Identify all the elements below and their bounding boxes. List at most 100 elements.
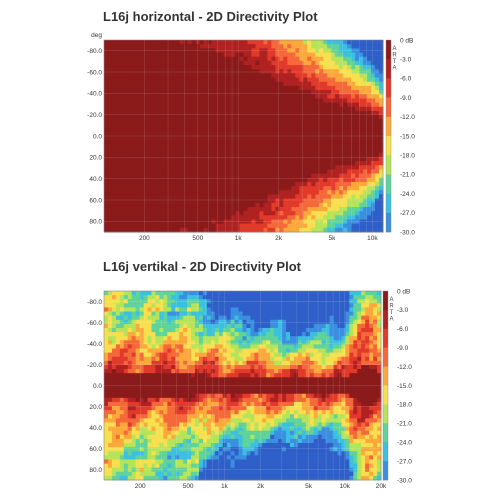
heatmap-cell: [287, 40, 292, 45]
heatmap-cell: [363, 198, 368, 204]
heatmap-cell: [143, 463, 149, 469]
heatmap-cell: [191, 127, 197, 133]
heatmap-cell: [339, 202, 344, 208]
heatmap-cell: [279, 52, 284, 58]
heatmap-cell: [246, 352, 251, 358]
heatmap-cell: [323, 219, 328, 225]
heatmap-cell: [203, 65, 209, 70]
heatmap-cell: [115, 206, 121, 212]
heatmap-cell: [331, 102, 336, 108]
heatmap-cell: [222, 467, 228, 473]
heatmap-cell: [303, 85, 308, 91]
heatmap-cell: [147, 471, 152, 477]
heatmap-cell: [227, 206, 233, 212]
heatmap-cell: [183, 311, 188, 317]
heatmap-cell: [175, 385, 180, 391]
heatmap-cell: [235, 81, 241, 87]
heatmap-cell: [111, 475, 117, 481]
heatmap-cell: [199, 81, 205, 87]
heatmap-cell: [143, 223, 149, 229]
heatmap-cell: [155, 356, 160, 362]
heatmap-cell: [359, 227, 364, 233]
heatmap-cell: [207, 94, 213, 99]
heatmap-cell: [230, 348, 236, 354]
heatmap-cell: [267, 211, 272, 216]
heatmap-cell: [171, 190, 177, 195]
heatmap-cell: [218, 299, 224, 304]
heatmap-cell: [234, 315, 240, 321]
heatmap-cell: [139, 340, 145, 345]
heatmap-cell: [226, 323, 232, 329]
heatmap-cell: [234, 397, 240, 403]
heatmap-cell: [207, 140, 213, 145]
heatmap-cell: [131, 385, 137, 391]
heatmap-cell: [195, 90, 201, 95]
colorbar-segment: [386, 174, 391, 194]
heatmap-cell: [227, 40, 233, 45]
heatmap-cell: [104, 140, 109, 145]
heatmap-cell: [331, 169, 336, 175]
heatmap-cell: [307, 186, 312, 191]
heatmap-cell: [343, 73, 348, 79]
heatmap-cell: [327, 152, 332, 158]
heatmap-cell: [210, 455, 216, 460]
heatmap-cell: [375, 48, 380, 54]
heatmap-cell: [335, 115, 340, 120]
heatmap-cell: [343, 219, 348, 225]
heatmap-cell: [291, 90, 296, 95]
heatmap-cell: [315, 127, 320, 133]
heatmap-cell: [163, 169, 169, 175]
heatmap-cell: [163, 443, 168, 448]
heatmap-cell: [259, 60, 264, 66]
heatmap-cell: [207, 211, 213, 216]
heatmap-cell: [203, 77, 209, 83]
heatmap-cell: [107, 385, 113, 391]
heatmap-cell: [195, 98, 201, 104]
heatmap-cell: [283, 106, 288, 112]
heatmap-cell: [191, 110, 197, 116]
heatmap-cell: [247, 169, 252, 175]
heatmap-cell: [246, 430, 251, 436]
heatmap-cell: [202, 418, 208, 423]
heatmap-cell: [210, 303, 216, 308]
heatmap-cell: [351, 106, 356, 112]
heatmap-cell: [159, 119, 165, 124]
heatmap-cell: [199, 44, 205, 49]
heatmap-cell: [123, 156, 129, 162]
heatmap-cell: [151, 315, 156, 321]
heatmap-cell: [175, 152, 181, 158]
heatmap-cell: [347, 186, 352, 191]
heatmap-cell: [115, 190, 121, 195]
heatmap-cell: [327, 56, 332, 62]
heatmap-cell: [327, 44, 332, 49]
heatmap-cell: [143, 459, 149, 465]
heatmap-cell: [163, 136, 169, 141]
heatmap-cell: [311, 73, 316, 79]
heatmap-cell: [206, 360, 212, 366]
heatmap-cell: [303, 40, 308, 45]
heatmap-cell: [363, 127, 368, 133]
heatmap-cell: [307, 110, 312, 116]
heatmap-cell: [211, 223, 217, 229]
heatmap-cell: [151, 303, 156, 308]
heatmap-cell: [155, 115, 161, 120]
heatmap-cell: [115, 119, 121, 124]
heatmap-cell: [119, 177, 125, 183]
heatmap-cell: [187, 426, 192, 432]
heatmap-cell: [315, 190, 320, 195]
heatmap-cell: [238, 348, 243, 354]
heatmap-cell: [191, 198, 197, 204]
heatmap-cell: [255, 181, 260, 187]
heatmap-cell: [335, 52, 340, 58]
heatmap-cell: [119, 397, 125, 403]
heatmap-cell: [119, 202, 125, 208]
heatmap-cell: [215, 173, 221, 179]
heatmap-cell: [230, 397, 236, 403]
heatmap-cell: [235, 102, 241, 108]
heatmap-cell: [163, 186, 169, 191]
heatmap-cell: [191, 206, 197, 212]
heatmap-cell: [198, 319, 204, 325]
heatmap-cell: [147, 77, 153, 83]
heatmap-cell: [195, 426, 200, 432]
heatmap-cell: [247, 56, 252, 62]
